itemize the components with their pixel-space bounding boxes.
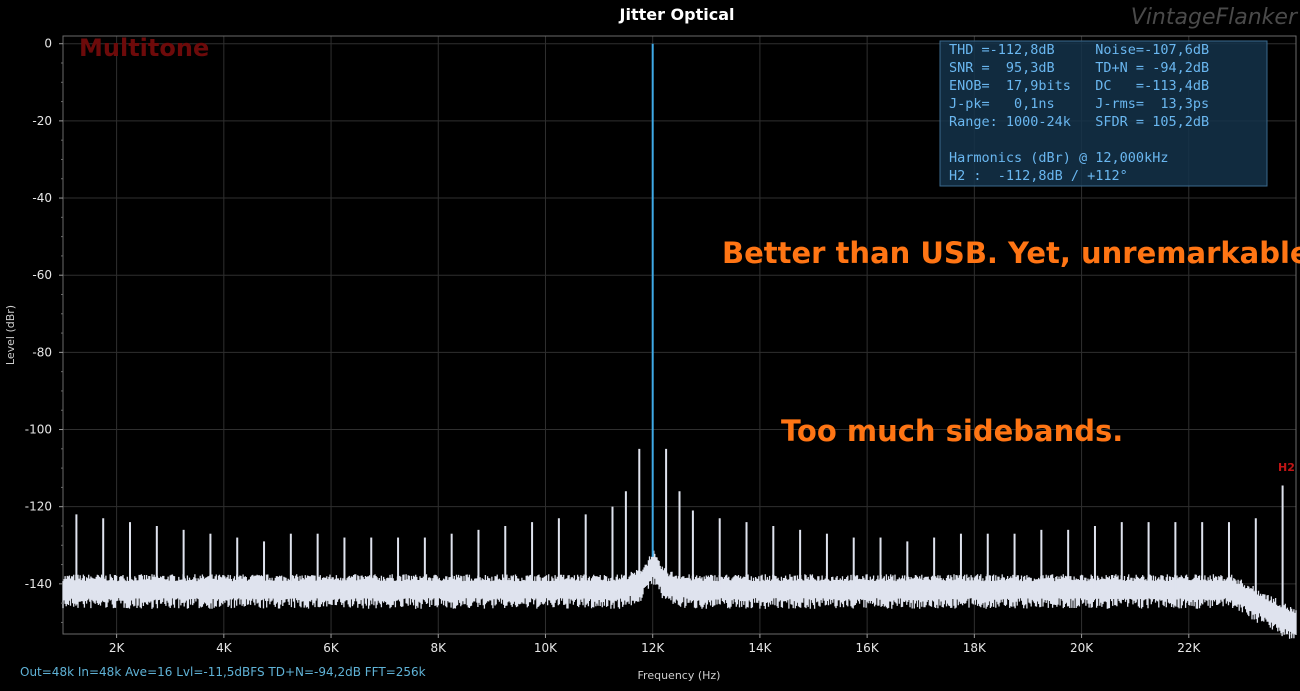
stats-line: Harmonics (dBr) @ 12,000kHz: [949, 150, 1168, 166]
multitone-label: Multitone: [79, 34, 209, 62]
stats-panel-background: [939, 40, 1268, 187]
x-tick-label: 2K: [109, 641, 126, 655]
x-tick-label: 8K: [431, 641, 448, 655]
stats-line: ENOB= 17,9bits DC =-113,4dB: [949, 78, 1209, 94]
y-tick-label: -40: [32, 191, 52, 205]
x-tick-label: 14K: [748, 641, 772, 655]
annotation-sidebands: Too much sidebands.: [781, 414, 1123, 448]
watermark: VintageFlanker: [1131, 5, 1299, 30]
y-tick-label: 0: [44, 37, 52, 51]
x-tick-label: 16K: [856, 641, 880, 655]
x-tick-label: 22K: [1177, 641, 1201, 655]
chart-title: Jitter Optical: [619, 5, 735, 24]
stats-line: THD =-112,8dB Noise=-107,6dB: [949, 42, 1209, 58]
spectrum-series: [62, 43, 1297, 639]
x-tick-label: 4K: [216, 641, 233, 655]
x-tick-label: 10K: [534, 641, 558, 655]
stats-panel: THD =-112,8dB Noise=-107,6dB SNR = 95,3d…: [939, 40, 1268, 187]
y-axis-label: Level (dBr): [4, 305, 17, 365]
x-tick-label: 6K: [323, 641, 340, 655]
stats-line: SNR = 95,3dB TD+N = -94,2dB: [949, 60, 1209, 76]
annotation-better-than-usb: Better than USB. Yet, unremarkable.: [722, 236, 1300, 270]
y-tick-label: -120: [25, 500, 52, 514]
y-tick-label: -80: [32, 345, 52, 359]
x-tick-label: 18K: [963, 641, 987, 655]
x-tick-label: 12K: [641, 641, 665, 655]
footer-status: Out=48k In=48k Ave=16 Lvl=-11,5dBFS TD+N…: [20, 665, 426, 679]
stats-line: Range: 1000-24k SFDR = 105,2dB: [949, 114, 1209, 130]
x-axis-label: Frequency (Hz): [638, 669, 721, 682]
y-tick-label: -140: [25, 577, 52, 591]
h2-marker: H2: [1278, 461, 1295, 474]
y-tick-label: -20: [32, 114, 52, 128]
y-tick-label: -60: [32, 268, 52, 282]
stats-line: J-pk= 0,1ns J-rms= 13,3ps: [949, 96, 1209, 112]
plot-frame: [62, 35, 1297, 635]
y-tick-label: -100: [25, 423, 52, 437]
stats-line: H2 : -112,8dB / +112°: [949, 168, 1128, 184]
x-tick-label: 20K: [1070, 641, 1094, 655]
noise-floor: [62, 548, 1297, 639]
axis-ticks: 2K 4K 6K 8K 10K 12K 14K 16K 18K 20K 22K 0 -20 -40 -60 -…: [25, 37, 1202, 655]
